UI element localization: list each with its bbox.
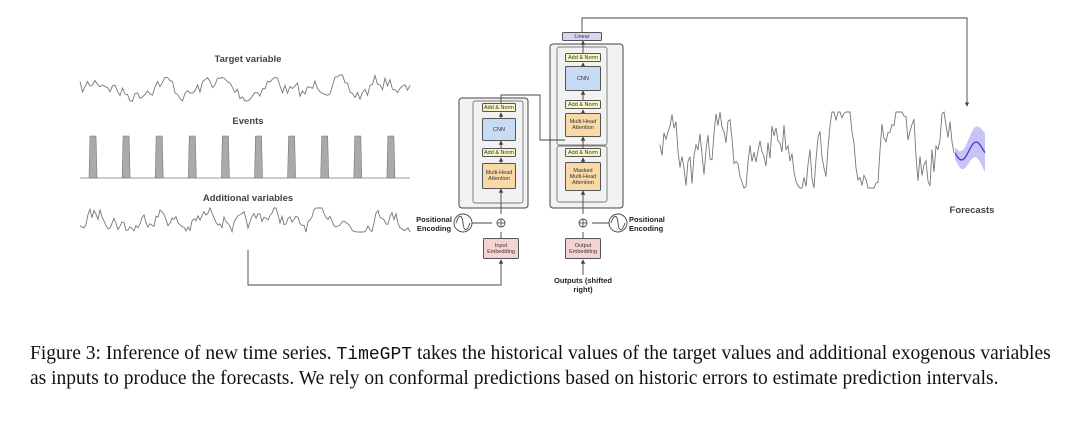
event-spike <box>187 135 197 179</box>
event-spike <box>353 135 363 179</box>
positional-encoding-wave <box>455 215 471 231</box>
series-label: Additional variables <box>202 193 294 204</box>
block: Add & Norm <box>482 148 516 157</box>
series-label: Events <box>232 116 264 127</box>
block: Input Embedding <box>483 238 519 259</box>
forecast-label: Forecasts <box>949 205 995 216</box>
event-spike <box>88 135 98 179</box>
block: Masked Multi-Head Attention <box>565 162 601 191</box>
series-label: Target variable <box>214 54 282 65</box>
block: Output Embedding <box>565 238 601 259</box>
positional-encoding-wave <box>610 215 626 231</box>
block: Add & Norm <box>565 148 601 157</box>
outputs-label: Outputs (shifted right) <box>554 276 612 294</box>
event-spike <box>254 135 263 179</box>
figure-caption: Figure 3: Inference of new time series. … <box>30 342 1060 391</box>
history-series <box>659 111 955 189</box>
event-spike <box>121 135 131 179</box>
positional-encoding-label: Positional Encoding <box>416 215 452 233</box>
forecast-series <box>954 141 986 161</box>
add-node-cross <box>579 219 587 227</box>
block: Multi-Head Attention <box>565 113 601 137</box>
block: Multi-Head Attention <box>482 163 516 189</box>
block: CNN <box>565 66 601 91</box>
block: CNN <box>482 118 516 141</box>
event-spike <box>154 135 164 179</box>
connector <box>247 250 504 286</box>
connector <box>581 17 970 107</box>
block: Add & Norm <box>565 100 601 109</box>
event-spike <box>221 135 230 179</box>
target-series <box>79 73 411 102</box>
caption-text: Figure 3: Inference of new time series. <box>30 343 337 364</box>
block: Linear <box>562 32 602 41</box>
block: Add & Norm <box>482 103 516 112</box>
block: Add & Norm <box>565 53 601 62</box>
caption-text: takes the historical values of the targe… <box>30 343 1051 389</box>
event-spike <box>287 135 296 179</box>
additional-series <box>79 206 411 234</box>
add-node-cross <box>497 219 505 227</box>
connector <box>500 94 565 141</box>
event-spike <box>386 135 396 179</box>
positional-encoding-label: Positional Encoding <box>629 215 665 233</box>
figure-graphics <box>79 17 986 286</box>
caption-code: TimeGPT <box>336 345 413 365</box>
event-spike <box>320 135 330 179</box>
